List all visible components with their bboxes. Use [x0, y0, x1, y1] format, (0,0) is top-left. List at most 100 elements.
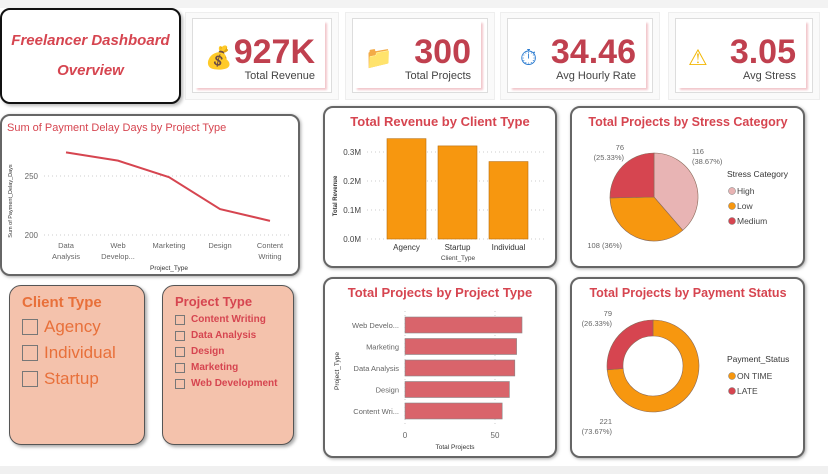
x-axis-title: Project_Type — [150, 265, 188, 272]
y-tick-label: Marketing — [366, 343, 399, 352]
legend-title: Payment_Status — [727, 354, 789, 364]
checkbox[interactable] — [175, 362, 185, 373]
data-label: 79 — [604, 309, 612, 318]
slicer-item-data-analysis[interactable]: Data Analysis — [175, 330, 281, 341]
x-tick-label: Content — [257, 241, 284, 250]
kpi-value: 300 — [414, 33, 471, 71]
y-tick-label: Design — [376, 386, 399, 395]
legend-item: Medium — [737, 216, 767, 226]
x-tick-label: Agency — [393, 243, 420, 252]
kpi-avg-hourly-rate: ⏱ 34.46 Avg Hourly Rate — [500, 12, 660, 100]
hbar-chart-svg: Total Projects by Project Type Web Develo… — [334, 285, 532, 451]
slice-high[interactable] — [653, 152, 699, 231]
legend-marker — [728, 387, 736, 395]
chart-title: Sum of Payment Delay Days by Project Typ… — [7, 122, 226, 134]
slicer-item-content-writing[interactable]: Content Writing — [175, 314, 281, 325]
slice-low[interactable] — [609, 196, 684, 242]
checkbox[interactable] — [22, 345, 38, 361]
client-type-slicer: Client Type Agency Individual Startup — [9, 285, 145, 445]
slicer-item-label: Individual — [44, 343, 116, 362]
x-tick-label: 50 — [491, 431, 500, 440]
slicer-item-label: Web Development — [191, 378, 278, 389]
bar-item[interactable] — [404, 316, 523, 334]
y-tick-label: 0.3M — [343, 148, 361, 157]
legend-marker — [728, 217, 736, 225]
chart-title: Total Projects by Stress Category — [588, 115, 787, 129]
chart-title: Total Revenue by Client Type — [350, 114, 529, 129]
slicer-item-label: Design — [191, 346, 225, 357]
data-label: (26.33%) — [582, 319, 613, 328]
slicer-item-label: Startup — [44, 369, 99, 388]
checkbox[interactable] — [22, 371, 38, 387]
slicer-item-agency[interactable]: Agency — [22, 317, 132, 337]
data-label: 116 — [692, 147, 704, 156]
x-axis-title: Client_Type — [441, 255, 476, 262]
checkbox[interactable] — [175, 330, 185, 341]
slicer-title: Project Type — [175, 294, 253, 309]
x-tick-label: Writing — [258, 252, 281, 261]
bar-individual[interactable] — [488, 161, 529, 240]
kpi-value: 3.05 — [729, 33, 796, 71]
y-tick-label: 0.2M — [343, 177, 361, 186]
legend-item: LATE — [737, 386, 758, 396]
x-tick-label: Marketing — [153, 241, 186, 250]
line-chart-svg: Sum of Payment Delay Days by Project Typ… — [7, 122, 290, 272]
legend-item: High — [737, 186, 755, 196]
project-type-slicer: Project Type Content Writing Data Analysi… — [162, 285, 294, 445]
slicer-item-web-development[interactable]: Web Development — [175, 378, 281, 389]
slicer-item-label: Marketing — [191, 362, 239, 373]
x-tick-label: Individual — [492, 243, 526, 252]
x-tick-label: Develop... — [101, 252, 135, 261]
slice-late[interactable] — [606, 319, 654, 371]
top-strip — [0, 0, 828, 8]
title-line-2: Overview — [57, 62, 124, 79]
checkbox[interactable] — [22, 319, 38, 335]
chart-title: Total Projects by Project Type — [348, 285, 532, 300]
legend-item: ON TIME — [737, 371, 773, 381]
data-label: (38.67%) — [692, 157, 723, 166]
bar-chart-svg: Total Revenue by Client Type 0.0M 0.1M 0.2M… — [333, 114, 547, 262]
dashboard-title: Freelancer Dashboard Overview — [0, 8, 181, 104]
bar-item[interactable] — [404, 402, 503, 420]
y-tick-label: Content Wri... — [353, 407, 399, 416]
checkbox[interactable] — [175, 378, 185, 389]
kpi-label: Avg Hourly Rate — [556, 70, 636, 82]
kpi-value: 927K — [233, 33, 315, 71]
bar-item[interactable] — [404, 338, 517, 355]
bar-item[interactable] — [404, 359, 516, 377]
stopwatch-icon: ⏱ — [520, 45, 538, 70]
kpi-label: Avg Stress — [743, 70, 796, 82]
legend-item: Low — [737, 201, 753, 211]
checkbox[interactable] — [175, 346, 185, 357]
slicer-item-startup[interactable]: Startup — [22, 369, 132, 389]
legend-title: Stress Category — [727, 169, 789, 179]
legend-marker — [728, 187, 736, 195]
line-chart-payment-delay: Sum of Payment Delay Days by Project Typ… — [0, 114, 300, 276]
y-tick-label: Data Analysis — [354, 364, 400, 373]
bar-startup[interactable] — [437, 145, 478, 240]
hbar-chart-projects-by-type: Total Projects by Project Type Web Develo… — [323, 277, 557, 458]
legend-marker — [728, 202, 736, 210]
slice-medium[interactable] — [609, 152, 655, 199]
warning-icon: ⚠ — [688, 45, 708, 70]
y-axis-title: Sum of Payment_Delay_Days — [8, 164, 14, 238]
y-tick-label: 0.0M — [343, 235, 361, 244]
pie-chart-svg: Total Projects by Stress Category 116(38.… — [587, 115, 789, 250]
data-label: (73.67%) — [582, 427, 613, 436]
checkbox[interactable] — [175, 314, 185, 325]
slicer-item-individual[interactable]: Individual — [22, 343, 132, 363]
slicer-item-design[interactable]: Design — [175, 346, 281, 357]
bar-chart-revenue-by-client: Total Revenue by Client Type 0.0M 0.1M 0.2M… — [323, 106, 557, 268]
kpi-total-projects: 📁 300 Total Projects — [345, 12, 495, 100]
slicer-item-label: Agency — [44, 317, 101, 336]
data-label: 221 — [599, 417, 612, 426]
bar-item[interactable] — [404, 381, 510, 398]
data-label: (25.33%) — [594, 153, 625, 162]
slicer-item-marketing[interactable]: Marketing — [175, 362, 281, 373]
donut-chart-payment-status: Total Projects by Payment Status 221 (73.6… — [570, 277, 805, 458]
x-tick-label: Web — [110, 241, 125, 250]
slice-on-time[interactable] — [606, 319, 700, 413]
title-line-1: Freelancer Dashboard — [11, 32, 170, 49]
bar-agency[interactable] — [386, 138, 427, 240]
line-series — [65, 151, 271, 222]
